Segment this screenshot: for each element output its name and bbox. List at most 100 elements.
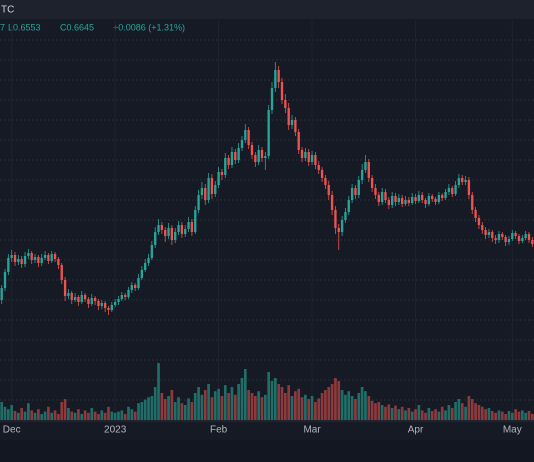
volume-bar bbox=[334, 378, 337, 420]
candle-body bbox=[160, 225, 164, 230]
volume-bar bbox=[30, 410, 34, 420]
candle-body bbox=[531, 240, 534, 245]
candle-body bbox=[117, 299, 120, 302]
candle-body bbox=[367, 162, 370, 178]
volume-bar bbox=[53, 410, 57, 420]
volume-bar bbox=[177, 397, 180, 420]
volume-bar bbox=[63, 399, 67, 420]
volume-bar bbox=[223, 385, 227, 420]
candle-body bbox=[130, 285, 133, 290]
candle-body bbox=[134, 285, 137, 288]
volume-bar bbox=[50, 412, 54, 420]
volume-bar bbox=[150, 396, 154, 420]
candle-body bbox=[290, 120, 294, 125]
candle-body bbox=[110, 305, 113, 310]
volume-bar bbox=[304, 394, 307, 420]
volume-bar bbox=[434, 409, 437, 420]
volume-bar bbox=[517, 411, 521, 420]
candle-body bbox=[73, 297, 77, 300]
candle-body bbox=[113, 302, 117, 305]
volume-bar bbox=[27, 403, 30, 420]
candle-body bbox=[370, 178, 374, 188]
candle-body bbox=[194, 210, 197, 232]
volume-bar bbox=[87, 412, 90, 420]
volume-bar bbox=[474, 403, 477, 420]
candle-body bbox=[274, 70, 277, 88]
candle-body bbox=[444, 192, 447, 198]
candle-body bbox=[471, 195, 474, 210]
candle-body bbox=[411, 197, 414, 203]
candle-body bbox=[294, 120, 297, 132]
volume-bar bbox=[287, 385, 291, 420]
volume-bar bbox=[507, 411, 511, 420]
volume-bar bbox=[317, 398, 321, 420]
candle-body bbox=[220, 172, 224, 175]
candle-body bbox=[70, 293, 73, 300]
volume-bar bbox=[103, 412, 107, 420]
candle-body bbox=[434, 199, 437, 202]
volume-bar bbox=[133, 411, 137, 420]
candle-body bbox=[250, 145, 254, 155]
volume-bar bbox=[410, 411, 414, 420]
volume-bar bbox=[324, 390, 327, 420]
volume-bar bbox=[377, 402, 381, 420]
legend-low: L0.6553 bbox=[8, 22, 41, 32]
symbol-title: TC bbox=[1, 5, 14, 16]
legend-high: 7 bbox=[0, 22, 5, 32]
candle-body bbox=[280, 82, 284, 100]
candle-body bbox=[441, 195, 444, 198]
volume-bar bbox=[83, 410, 87, 420]
volume-bar bbox=[37, 409, 40, 420]
volume-bar bbox=[467, 396, 471, 420]
volume-bar bbox=[394, 405, 397, 420]
volume-bar bbox=[0, 402, 4, 420]
volume-bar bbox=[450, 408, 454, 420]
volume-bar bbox=[350, 396, 354, 420]
candle-body bbox=[23, 256, 27, 264]
volume-bar bbox=[504, 414, 507, 420]
volume-bar bbox=[163, 399, 167, 420]
candle-body bbox=[497, 234, 501, 240]
candle-body bbox=[53, 254, 57, 259]
volume-bar bbox=[390, 408, 394, 420]
candle-body bbox=[43, 255, 47, 258]
candle-body bbox=[40, 258, 43, 263]
volume-bar bbox=[354, 399, 357, 420]
volume-bar bbox=[33, 412, 37, 420]
candle-body bbox=[244, 130, 247, 140]
volume-bar bbox=[167, 396, 170, 420]
volume-bar bbox=[470, 399, 474, 420]
x-tick-label: May bbox=[503, 425, 522, 436]
volume-bar bbox=[7, 409, 10, 420]
candle-body bbox=[137, 278, 140, 288]
candle-body bbox=[254, 155, 257, 162]
footer bbox=[0, 440, 534, 462]
candle-body bbox=[157, 225, 160, 232]
volume-bar bbox=[344, 394, 347, 420]
volume-bar bbox=[327, 387, 331, 420]
volume-bar bbox=[243, 369, 247, 420]
volume-bar bbox=[297, 388, 301, 420]
candle-body bbox=[317, 165, 320, 170]
candle-body bbox=[511, 233, 514, 239]
candle-body bbox=[33, 257, 37, 260]
volume-bar bbox=[247, 390, 250, 420]
volume-bar bbox=[374, 403, 377, 420]
x-tick-label: Apr bbox=[408, 425, 424, 436]
volume-bar bbox=[524, 412, 527, 420]
volume-bar bbox=[530, 414, 534, 420]
volume-bar bbox=[357, 393, 361, 420]
volume-bar bbox=[267, 372, 271, 420]
volume-bar bbox=[457, 399, 461, 420]
candle-body bbox=[364, 162, 367, 170]
candle-body bbox=[230, 152, 234, 165]
volume-bar bbox=[307, 399, 311, 420]
volume-bar bbox=[397, 409, 401, 420]
volume-bar bbox=[527, 411, 531, 420]
volume-bar bbox=[314, 402, 317, 420]
candle-body bbox=[344, 212, 347, 220]
volume-bar bbox=[400, 406, 404, 420]
candle-body bbox=[514, 233, 517, 236]
candle-body bbox=[374, 188, 377, 195]
candle-body bbox=[197, 195, 200, 210]
